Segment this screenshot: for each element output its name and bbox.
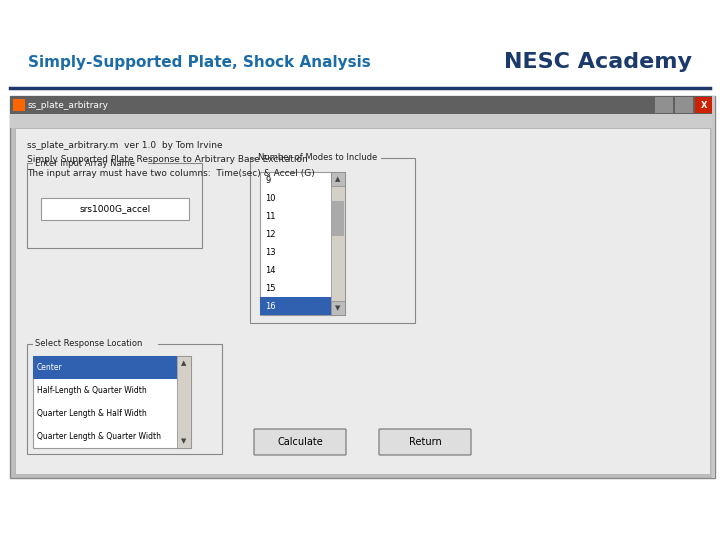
Bar bbox=[250, 158, 415, 323]
Text: Enter Input Array Name: Enter Input Array Name bbox=[35, 159, 135, 167]
Bar bbox=[695, 97, 713, 113]
Text: Return: Return bbox=[409, 437, 441, 447]
Bar bbox=[27, 163, 202, 248]
Bar bbox=[332, 200, 344, 237]
Bar bbox=[33, 158, 148, 168]
Text: ss_plate_arbitrary.m  ver 1.0  by Tom Irvine: ss_plate_arbitrary.m ver 1.0 by Tom Irvi… bbox=[27, 141, 222, 151]
Bar bbox=[177, 356, 191, 448]
Text: 9: 9 bbox=[265, 177, 270, 185]
Bar bbox=[33, 356, 177, 379]
Text: X: X bbox=[701, 100, 707, 110]
Bar bbox=[33, 339, 158, 349]
Text: 13: 13 bbox=[265, 248, 276, 257]
Bar bbox=[10, 96, 715, 478]
Bar bbox=[712, 96, 715, 478]
Text: Calculate: Calculate bbox=[277, 437, 323, 447]
Bar bbox=[331, 301, 345, 315]
Text: Select Response Location: Select Response Location bbox=[35, 340, 143, 348]
Text: 14: 14 bbox=[265, 266, 276, 275]
Text: 15: 15 bbox=[265, 284, 276, 293]
Text: Simply-Supported Plate, Shock Analysis: Simply-Supported Plate, Shock Analysis bbox=[28, 55, 371, 70]
Text: Center: Center bbox=[37, 363, 63, 372]
Bar bbox=[10, 96, 715, 114]
Text: 16: 16 bbox=[265, 301, 276, 310]
Text: The input array must have two columns:  Time(sec) & Accel (G): The input array must have two columns: T… bbox=[27, 170, 315, 179]
Bar bbox=[13, 99, 25, 111]
Bar bbox=[331, 172, 345, 315]
Text: NESC Academy: NESC Academy bbox=[504, 52, 692, 72]
Text: 11: 11 bbox=[265, 212, 276, 221]
Text: Simply Supported Plate Response to Arbitrary Base Excitation: Simply Supported Plate Response to Arbit… bbox=[27, 156, 307, 165]
Text: Half-Length & Quarter Width: Half-Length & Quarter Width bbox=[37, 386, 147, 395]
Bar bbox=[655, 97, 673, 113]
Text: Quarter Length & Half Width: Quarter Length & Half Width bbox=[37, 409, 147, 418]
FancyBboxPatch shape bbox=[379, 429, 471, 455]
Text: Quarter Length & Quarter Width: Quarter Length & Quarter Width bbox=[37, 432, 161, 441]
Text: ▲: ▲ bbox=[336, 176, 341, 182]
Text: Number of Modes to Include: Number of Modes to Include bbox=[258, 153, 377, 163]
Text: ▼: ▼ bbox=[181, 438, 186, 444]
Bar bbox=[10, 114, 715, 128]
Text: 12: 12 bbox=[265, 230, 276, 239]
FancyBboxPatch shape bbox=[254, 429, 346, 455]
Text: ▼: ▼ bbox=[336, 305, 341, 311]
Text: 10: 10 bbox=[265, 194, 276, 204]
Bar bbox=[260, 172, 345, 315]
Bar bbox=[675, 97, 693, 113]
Bar bbox=[331, 172, 345, 186]
Bar bbox=[256, 153, 381, 163]
Bar bbox=[33, 356, 191, 448]
Bar bbox=[15, 128, 710, 474]
Text: ▲: ▲ bbox=[181, 360, 186, 366]
Bar bbox=[41, 198, 189, 220]
Text: srs1000G_accel: srs1000G_accel bbox=[79, 205, 150, 213]
Bar bbox=[27, 344, 222, 454]
Bar bbox=[260, 297, 331, 315]
Text: ss_plate_arbitrary: ss_plate_arbitrary bbox=[28, 100, 109, 110]
